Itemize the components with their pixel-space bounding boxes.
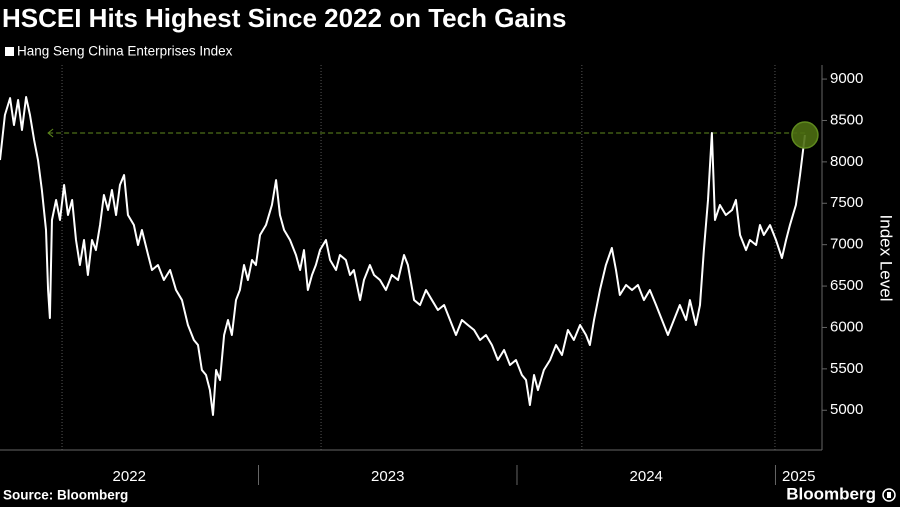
- legend-label: Hang Seng China Enterprises Index: [17, 44, 233, 59]
- y-tick-label: 7000: [830, 236, 863, 253]
- y-tick-label: 5500: [830, 360, 863, 377]
- logo-icon-bar: [887, 492, 891, 498]
- y-tick-label: 8000: [830, 153, 863, 170]
- y-tick-label: 7500: [830, 194, 863, 211]
- y-axis-label: Index Level: [877, 215, 896, 302]
- chart-title: HSCEI Hits Highest Since 2022 on Tech Ga…: [2, 3, 566, 33]
- reference-arrow: [47, 128, 54, 138]
- source: Source: Bloomberg: [3, 488, 128, 503]
- logo: Bloomberg: [786, 484, 876, 503]
- y-tick-label: 5000: [830, 401, 863, 418]
- y-tick-label: 6000: [830, 318, 863, 335]
- x-tick-label: 2023: [371, 468, 404, 485]
- highlight-marker: [791, 121, 819, 149]
- x-tick-label: 2024: [630, 468, 663, 485]
- series-line: [0, 96, 806, 416]
- y-tick-label: 6500: [830, 277, 863, 294]
- x-tick-label: 2025: [782, 468, 815, 485]
- legend-swatch: [5, 47, 14, 56]
- x-tick-label: 2022: [113, 468, 146, 485]
- y-tick-label: 8500: [830, 111, 863, 128]
- logo-icon: [882, 488, 896, 502]
- y-tick-label: 9000: [830, 70, 863, 87]
